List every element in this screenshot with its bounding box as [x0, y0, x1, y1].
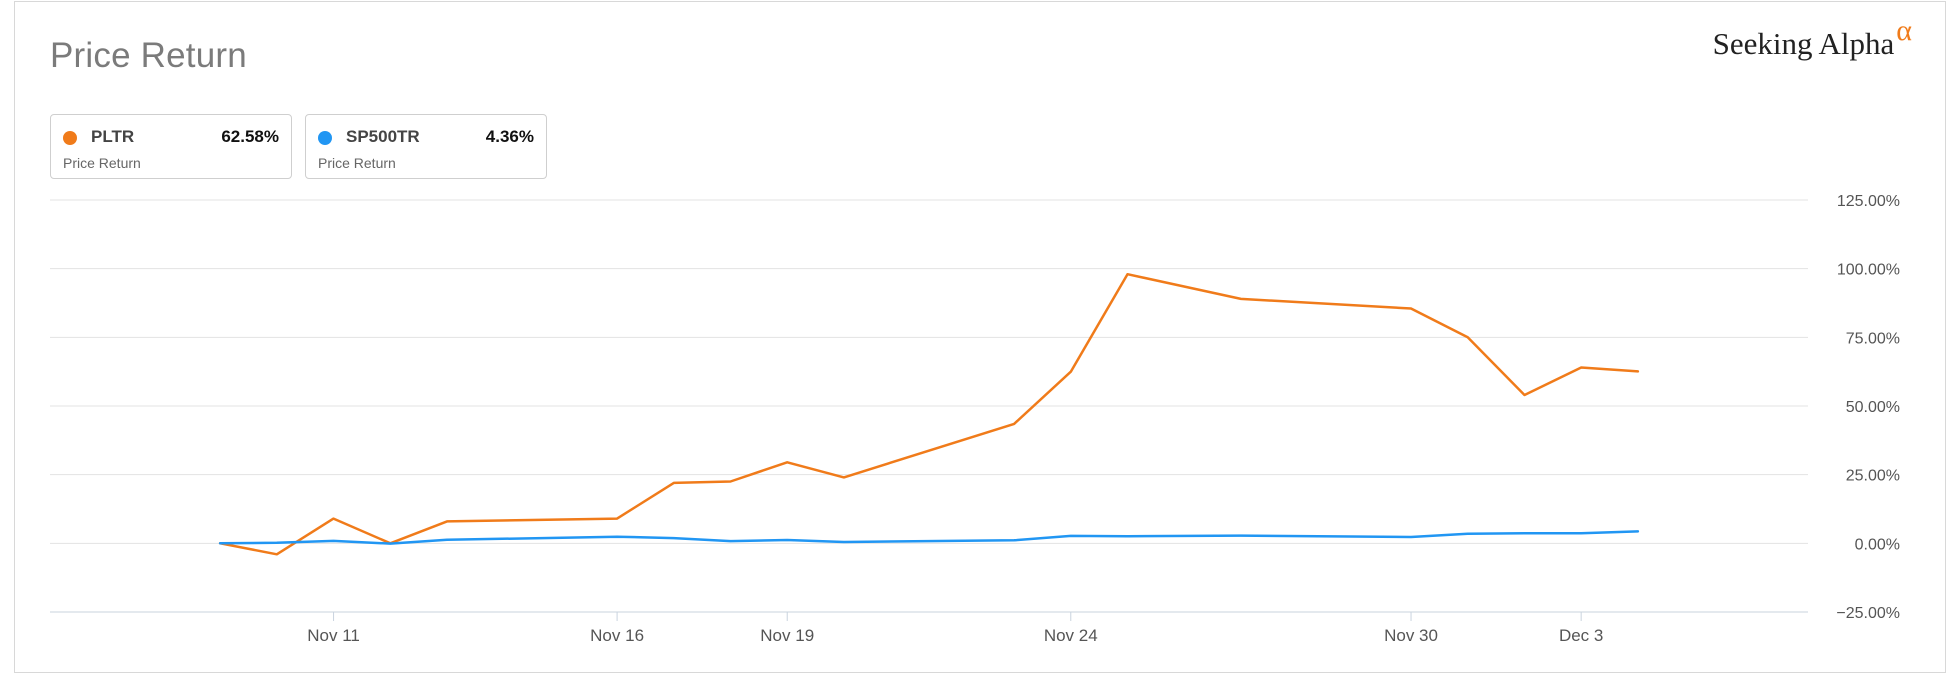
x-tick-label: Nov 11 — [307, 626, 360, 645]
grid-lines — [50, 199, 1808, 613]
legend-card-sp500tr[interactable]: SP500TR 4.36% Price Return — [305, 114, 547, 179]
y-tick-label: 125.00% — [1837, 193, 1900, 210]
x-tick-label: Dec 3 — [1559, 626, 1603, 645]
legend-dot-icon — [63, 131, 77, 145]
legend-value: 4.36% — [485, 127, 534, 146]
logo-text: Seeking Alpha — [1712, 26, 1895, 61]
legend-subtitle: Price Return — [63, 155, 141, 171]
y-tick-label: −25.00% — [1836, 605, 1900, 622]
page-title: Price Return — [50, 36, 247, 75]
x-axis: Nov 11 Nov 16 Nov 19 Nov 24 Nov 30 Dec 3 — [307, 612, 1603, 645]
legend-ticker: PLTR — [91, 127, 135, 146]
legend-value: 62.58% — [221, 127, 279, 146]
y-tick-label: 100.00% — [1837, 262, 1900, 279]
x-tick-label: Nov 16 — [590, 626, 644, 645]
series-line-sp500tr — [218, 530, 1640, 545]
seeking-alpha-logo[interactable]: Seeking Alphaα — [1712, 14, 1912, 62]
x-tick-label: Nov 24 — [1044, 626, 1098, 645]
legend-card-pltr[interactable]: PLTR 62.58% Price Return — [50, 114, 292, 179]
legend-ticker: SP500TR — [346, 127, 420, 146]
y-tick-label: 0.00% — [1855, 536, 1900, 553]
legend-subtitle: Price Return — [318, 155, 396, 171]
x-tick-label: Nov 19 — [760, 626, 814, 645]
y-tick-label: 25.00% — [1846, 468, 1900, 485]
y-tick-label: 75.00% — [1846, 330, 1900, 347]
series-line-pltr — [218, 272, 1640, 556]
legend-dot-icon — [318, 131, 332, 145]
x-tick-label: Nov 30 — [1384, 626, 1438, 645]
alpha-logo-icon: α — [1896, 14, 1912, 47]
series-lines — [218, 272, 1640, 556]
y-axis: 125.00% 100.00% 75.00% 50.00% 25.00% 0.00% −25… — [1836, 193, 1900, 622]
y-tick-label: 50.00% — [1846, 399, 1900, 416]
